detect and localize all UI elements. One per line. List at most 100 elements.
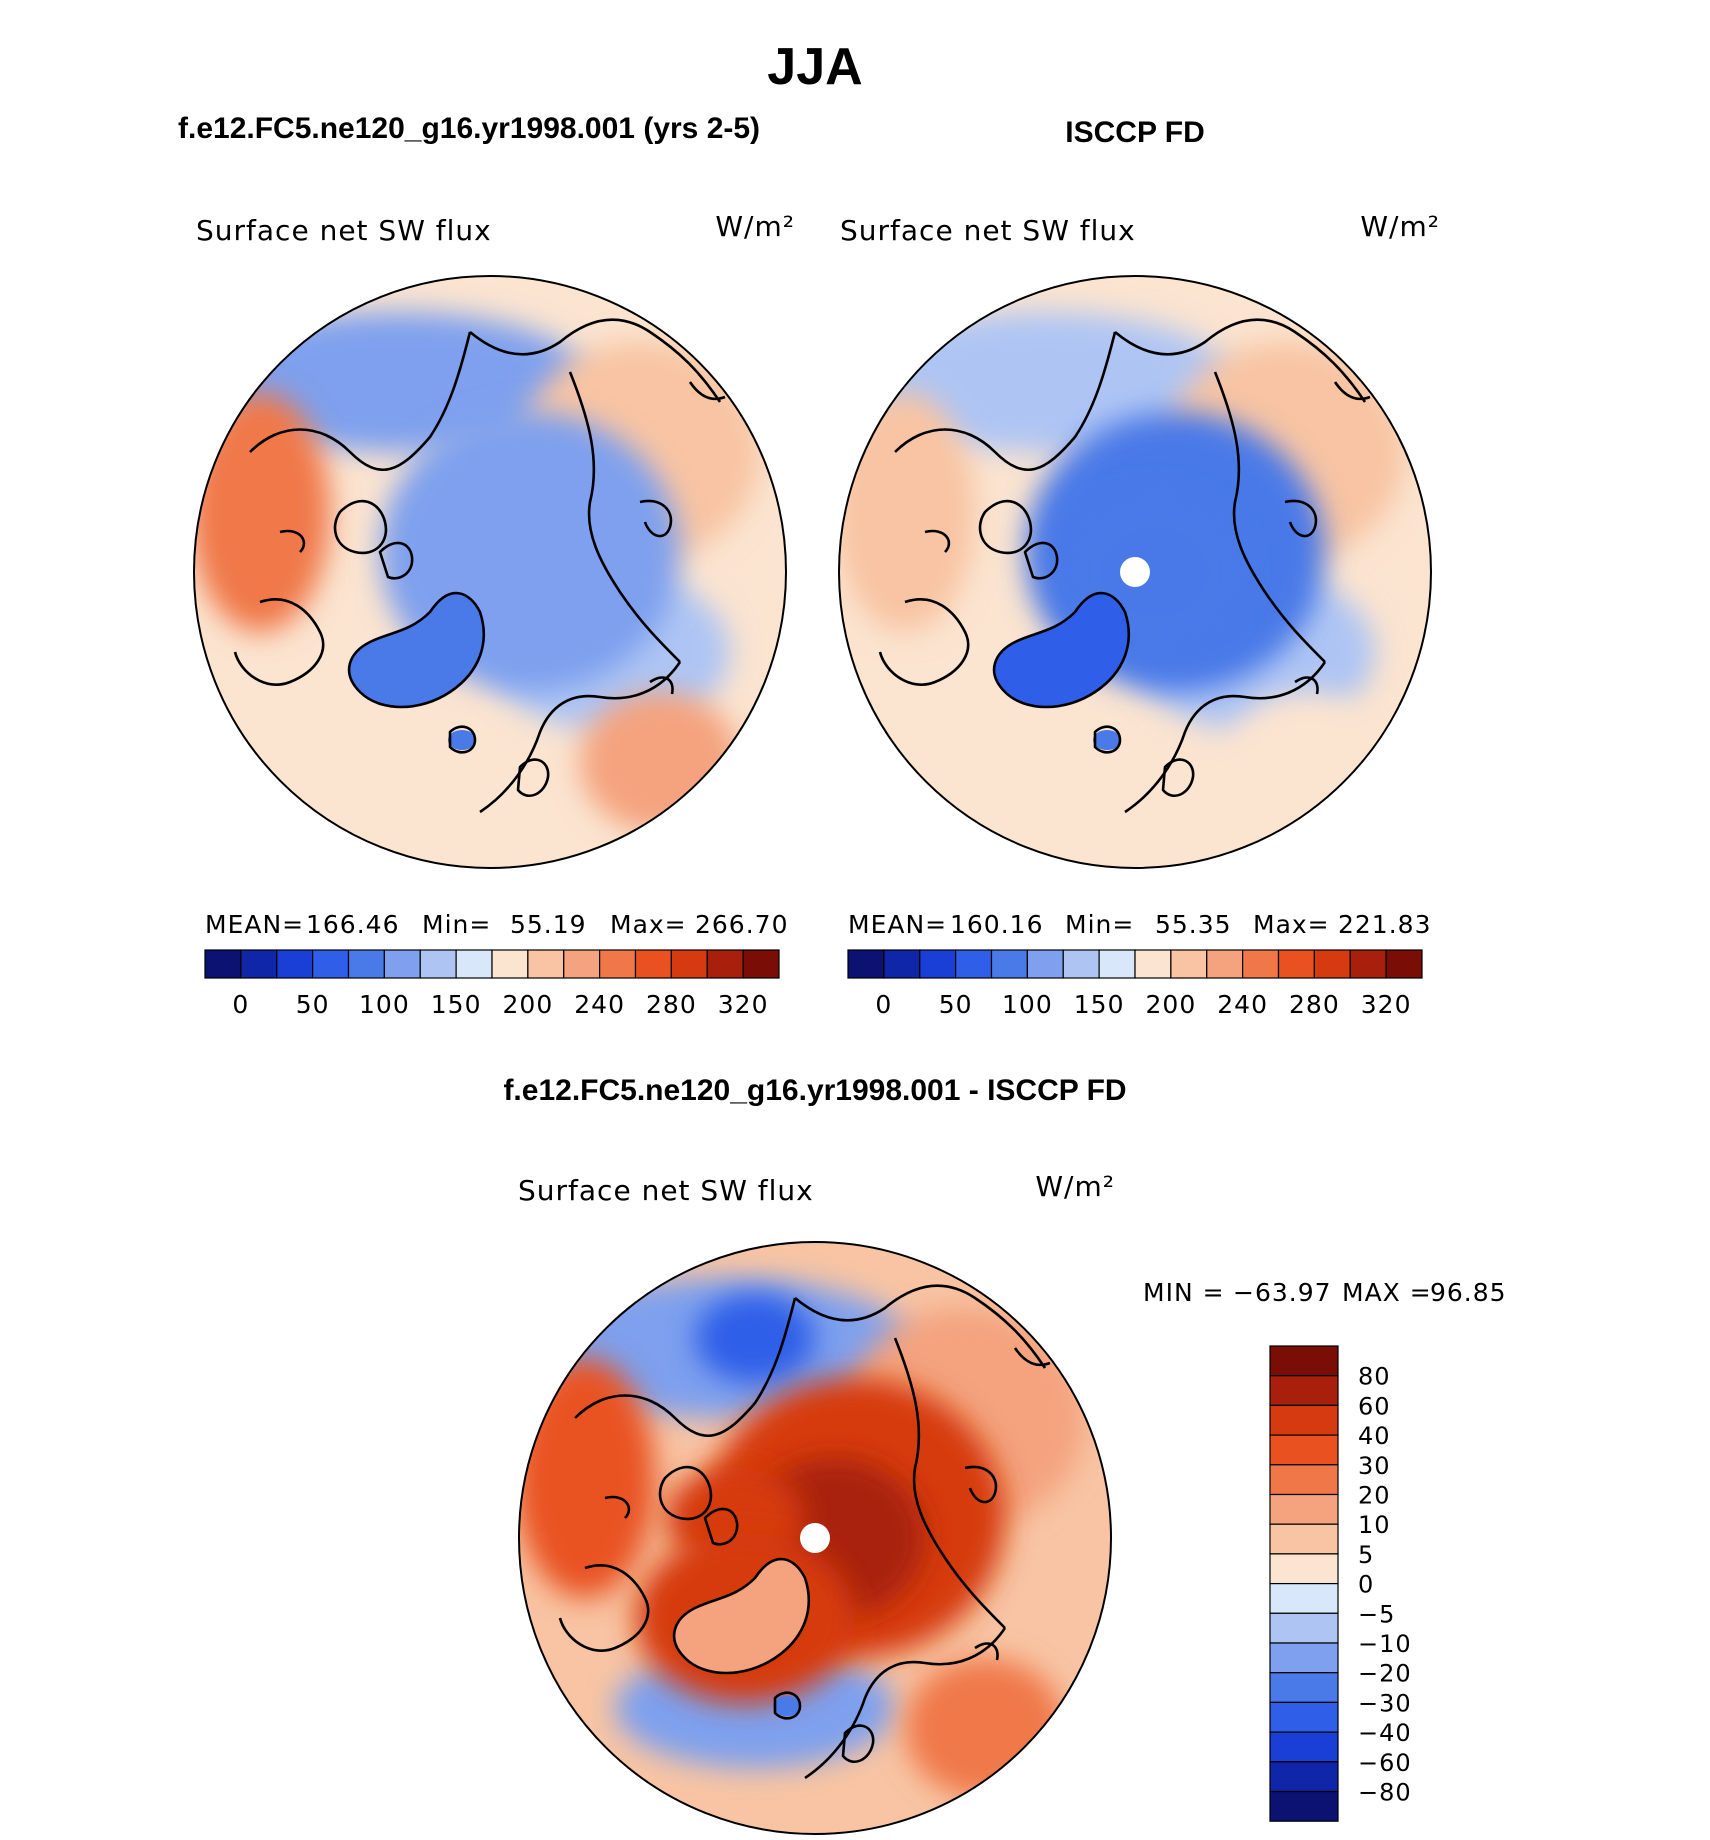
model-colorbar-box (634, 949, 672, 979)
obs-colorbar-box (1098, 949, 1136, 979)
model-colorbar-box (599, 949, 637, 979)
obs-colorbar-box (1349, 949, 1387, 979)
diff-colorbar-box (1269, 1761, 1339, 1793)
model-colorbar-tick-label: 200 (503, 990, 554, 1019)
obs-colorbar-tick-label: 150 (1074, 990, 1125, 1019)
model-mean-label: MEAN= (205, 910, 304, 939)
model-colorbar-box (204, 949, 242, 979)
diff-colorbar-tick-label: 80 (1358, 1363, 1391, 1391)
model-min-value: 55.19 (510, 910, 587, 939)
obs-pole-mask (1120, 557, 1150, 587)
obs-colorbar-tick-label: 240 (1217, 990, 1268, 1019)
diff-colorbar-box (1269, 1523, 1339, 1555)
obs-colorbar-box (883, 949, 921, 979)
diff-colorbar-tick-label: −60 (1358, 1749, 1412, 1777)
model-variable-label: Surface net SW flux (196, 214, 492, 247)
diff-colorbar-tick-label: −40 (1358, 1719, 1412, 1747)
difference-field-iceland (773, 1696, 801, 1716)
obs-max-value: 221.83 (1338, 910, 1431, 939)
obs-colorbar-tick-label: 100 (1002, 990, 1053, 1019)
diff-colorbar-box (1269, 1790, 1339, 1822)
model-colorbar-box (347, 949, 385, 979)
diff-colorbar-tick-label: 5 (1358, 1541, 1374, 1569)
obs-field-north-america-west (839, 392, 975, 632)
model-colorbar-tick-label: 320 (718, 990, 769, 1019)
model-colorbar-tick-label: 100 (359, 990, 410, 1019)
diff-max-label: MAX = (1342, 1278, 1432, 1307)
obs-colorbar-tick-label: 320 (1361, 990, 1412, 1019)
diff-colorbar-tick-label: 20 (1358, 1482, 1391, 1510)
model-colorbar-box (563, 949, 601, 979)
diff-colorbar-tick-label: 10 (1358, 1511, 1391, 1539)
model-field-north-america-west (194, 392, 330, 632)
obs-map (838, 275, 1432, 869)
diff-colorbar-tick-label: 40 (1358, 1422, 1391, 1450)
diff-colorbar-box (1269, 1434, 1339, 1466)
obs-colorbar-box (1206, 949, 1244, 979)
model-colorbar-box (276, 949, 314, 979)
obs-map-boundary (838, 275, 1432, 869)
obs-colorbar-box (1170, 949, 1208, 979)
model-stats: MEAN= 166.46 Min= 55.19 Max= 266.70 (205, 910, 787, 939)
obs-colorbar-box (1277, 949, 1315, 979)
model-colorbar-box (455, 949, 493, 979)
diff-units-label: W/m² (1035, 1170, 1115, 1203)
obs-panel-header: ISCCP FD (1065, 116, 1204, 149)
diff-colorbar-box (1269, 1553, 1339, 1585)
model-colorbar-box (419, 949, 457, 979)
obs-variable-label: Surface net SW flux (840, 214, 1136, 247)
model-min-label: Min= (422, 910, 491, 939)
diff-colorbar-tick-label: −10 (1358, 1630, 1412, 1658)
diff-max-value: 96.85 (1430, 1278, 1507, 1307)
obs-min-label: Min= (1065, 910, 1134, 939)
model-mean-value: 166.46 (306, 910, 399, 939)
figure-title: JJA (767, 38, 862, 96)
model-map (193, 275, 787, 869)
model-map-boundary (193, 275, 787, 869)
model-units-label: W/m² (715, 210, 795, 243)
diff-variable-label: Surface net SW flux (518, 1174, 814, 1207)
obs-colorbar-box (1062, 949, 1100, 979)
diff-colorbar-box (1269, 1701, 1339, 1733)
diff-stats: MIN = −63.97 MAX = 96.85 (1143, 1278, 1507, 1307)
diff-colorbar-tick-label: −5 (1358, 1600, 1395, 1628)
model-colorbar-tick-label: 240 (574, 990, 625, 1019)
diff-min-label: MIN = (1143, 1278, 1225, 1307)
model-colorbar: 0 50 100 150 200 240 280 320 (204, 949, 780, 1019)
diff-panel-header: f.e12.FC5.ne120_g16.yr1998.001 - ISCCP F… (503, 1074, 1126, 1107)
diff-colorbar-tick-label: 30 (1358, 1452, 1391, 1480)
diff-colorbar-box (1269, 1375, 1339, 1406)
model-colorbar-tick-label: 280 (646, 990, 697, 1019)
obs-colorbar-box (1385, 949, 1423, 979)
model-colorbar-box (742, 949, 780, 979)
diff-colorbar-tick-label: 0 (1358, 1571, 1374, 1599)
obs-colorbar: 0 50 100 150 200 240 280 320 (847, 949, 1423, 1019)
diff-colorbar-box (1269, 1642, 1339, 1674)
diff-colorbar-tick-label: −30 (1358, 1689, 1412, 1717)
diff-colorbar-box (1269, 1345, 1339, 1377)
obs-colorbar-tick-label: 0 (875, 990, 892, 1019)
obs-units-label: W/m² (1360, 210, 1440, 243)
obs-field-iceland (1093, 730, 1121, 750)
difference-field-greenland (674, 1559, 809, 1673)
diff-map-boundary (518, 1241, 1112, 1835)
obs-max-label: Max= (1253, 910, 1330, 939)
diff-pole-mask (800, 1523, 830, 1553)
model-field-iceland (448, 730, 476, 750)
obs-colorbar-box (919, 949, 957, 979)
obs-min-value: 55.35 (1155, 910, 1232, 939)
model-colorbar-box (383, 949, 421, 979)
diff-colorbar-box (1269, 1612, 1339, 1644)
diff-colorbar-box (1269, 1404, 1339, 1436)
model-colorbar-tick-label: 150 (431, 990, 482, 1019)
obs-colorbar-tick-label: 280 (1289, 990, 1340, 1019)
diff-colorbar-box (1269, 1731, 1339, 1763)
diff-map (518, 1241, 1112, 1835)
model-colorbar-tick-label: 0 (232, 990, 249, 1019)
diff-colorbar-box (1269, 1493, 1339, 1525)
obs-colorbar-box (847, 949, 885, 979)
diff-min-value: −63.97 (1233, 1278, 1332, 1307)
diff-colorbar-box (1269, 1464, 1339, 1496)
diff-colorbar-box (1269, 1582, 1339, 1614)
